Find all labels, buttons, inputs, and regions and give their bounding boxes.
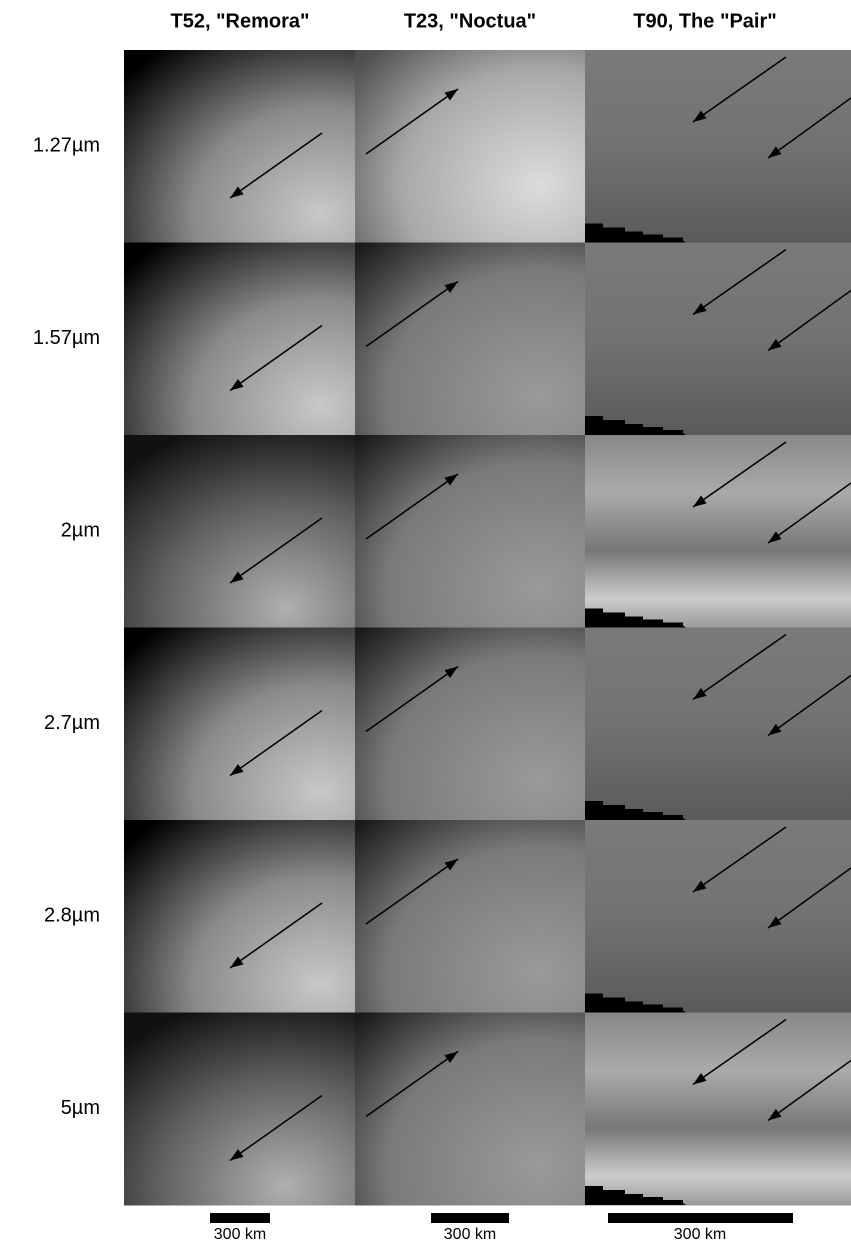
- image-cell: [585, 820, 851, 1013]
- image-cell: [124, 820, 355, 1013]
- scale-bar: [431, 1213, 509, 1223]
- row-label: 2µm: [61, 520, 100, 542]
- image-cell: [585, 50, 851, 243]
- row-label: 2.8µm: [44, 905, 100, 927]
- image-cell: [124, 1013, 355, 1206]
- image-cell: [585, 243, 851, 436]
- image-cell: [124, 628, 355, 821]
- scale-bar: [210, 1213, 270, 1223]
- image-cell: [355, 435, 585, 628]
- image-cell: [355, 50, 585, 243]
- scale-label: 300 km: [444, 1226, 496, 1243]
- row-label: 5µm: [61, 1097, 100, 1119]
- image-cell: [355, 820, 585, 1013]
- column-title: T90, The "Pair": [633, 10, 776, 32]
- image-cell: [355, 243, 585, 436]
- row-label: 1.27µm: [33, 135, 100, 157]
- image-cell: [355, 628, 585, 821]
- image-cell: [124, 50, 355, 243]
- scale-label: 300 km: [214, 1226, 266, 1243]
- scale-bar: [608, 1213, 793, 1223]
- image-cell: [585, 435, 851, 628]
- image-cell: [124, 243, 355, 436]
- image-cell: [355, 1013, 585, 1206]
- image-cell: [124, 435, 355, 628]
- scale-label: 300 km: [674, 1226, 726, 1243]
- image-cell: [585, 628, 851, 821]
- column-title: T23, "Noctua": [404, 10, 536, 32]
- row-label: 2.7µm: [44, 712, 100, 734]
- column-title: T52, "Remora": [170, 10, 309, 32]
- image-cell: [585, 1013, 851, 1206]
- row-label: 1.57µm: [33, 327, 100, 349]
- figure: T52, "Remora" T23, "Noctua" T90, The "Pa…: [0, 0, 851, 1245]
